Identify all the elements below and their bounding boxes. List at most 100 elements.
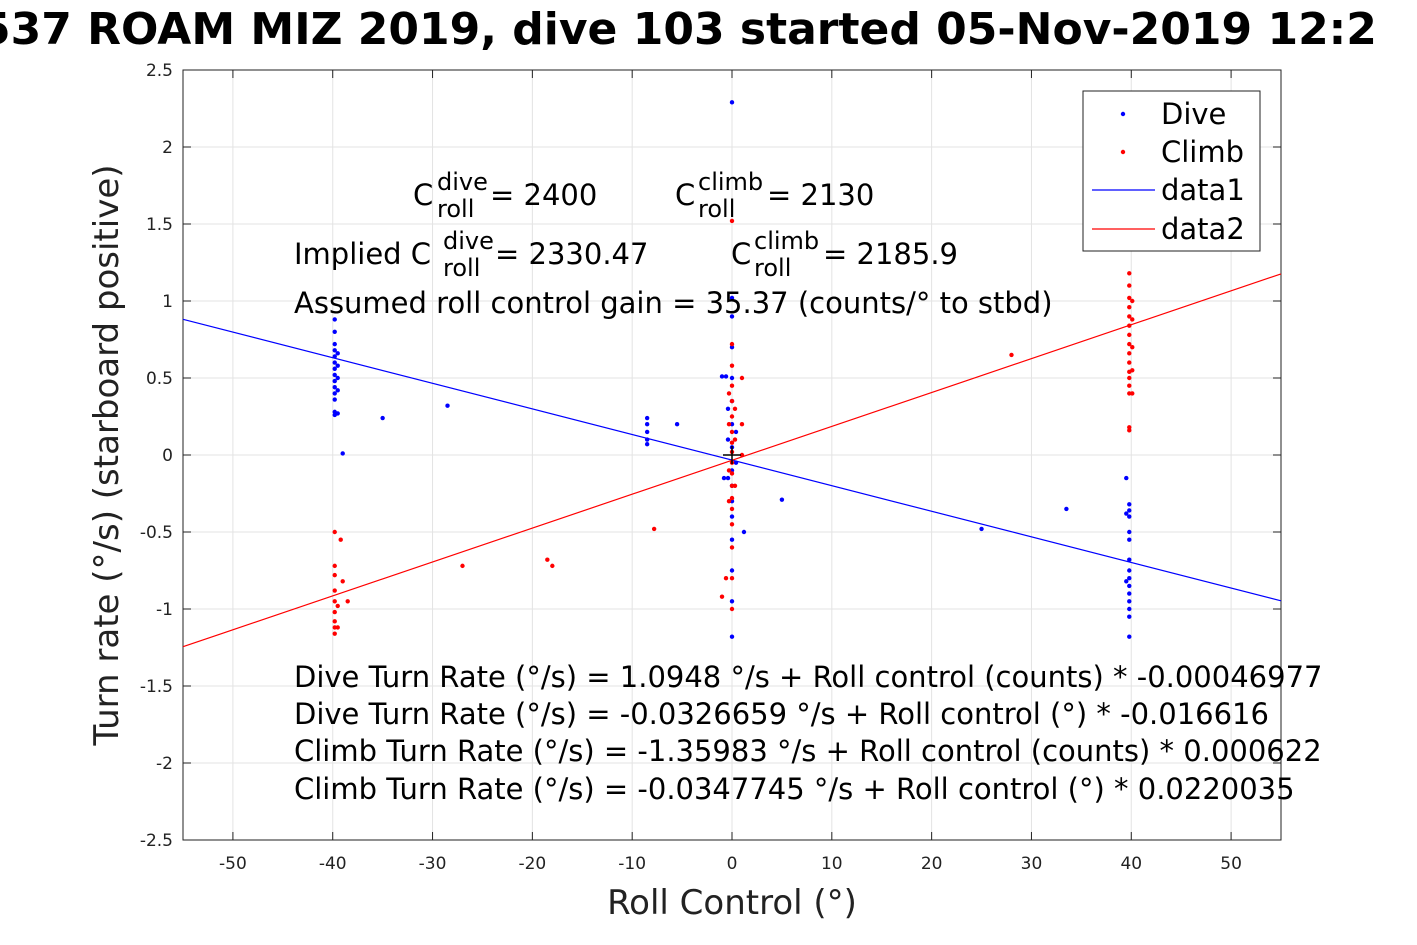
c-dive-value: = 2400 [490,178,597,212]
data-point-climb [332,563,337,569]
data-point-climb [1130,317,1135,322]
chart-title: 537 ROAM MIZ 2019, dive 103 started 05-N… [0,4,1417,60]
data-point-climb [1127,283,1132,288]
legend-label: data2 [1161,212,1245,246]
y-tick-label: 2.5 [146,61,173,81]
data-point-dive [979,526,984,532]
data-point-dive [729,295,735,301]
data-point-climb [1009,352,1014,358]
x-tick-label: -30 [419,854,447,874]
implied-climb-sub: roll [754,254,791,282]
data-point-climb [729,471,735,476]
data-point-dive [1124,475,1129,481]
x-tick-label: 50 [1220,854,1242,874]
axis-ticks: -50 -40 -30 -20 -10 0 10 20 30 40 50-2.5-2-1.5-1-0… [140,61,1281,874]
implied-prefix: Implied C [294,237,431,271]
data-point-dive [644,429,650,435]
data-point-dive [725,406,731,411]
legend-box [1082,90,1261,252]
data-point-dive [733,429,739,435]
implied-climb-value: = 2185.9 [823,237,958,271]
legend-marker-climb [1120,149,1126,155]
data-point-climb [345,599,350,604]
data-point-climb [332,609,337,615]
annotation-implied-climb: C climb roll = 2185.9 [731,227,958,282]
y-tick-label: -1.5 [140,677,173,697]
data-point-dive [335,411,340,416]
data-point-climb [1130,391,1135,396]
data-point-climb [729,218,735,224]
data-point-dive [1127,591,1132,596]
data-point-climb [729,440,735,445]
data-point-dive [1064,506,1069,512]
data-point-dive [380,415,385,421]
x-tick-label: -50 [219,854,247,874]
data-point-climb [729,576,735,581]
x-tick-label: 20 [921,854,943,874]
legend-label: Climb [1161,135,1244,169]
annotation-implied-dive: Implied C dive roll = 2330.47 [294,227,648,282]
c-climb-sup: climb [698,168,763,196]
y-tick-label: -2 [156,754,173,774]
equation-4: Climb Turn Rate (°/s) = -0.0347745 °/s +… [294,772,1295,806]
data-point-dive [332,385,337,390]
c-dive-base: C [413,178,433,212]
data-point-climb [1127,341,1132,347]
data-point-dive [1127,614,1132,619]
data-point-climb [340,579,345,584]
data-point-dive [332,372,337,378]
implied-climb-sup: climb [754,227,819,255]
y-tick-label: 2 [162,138,173,158]
data-point-climb [729,506,735,512]
implied-dive-value: = 2330.47 [495,237,648,271]
legend: Dive Climb data1 data2 [1082,90,1261,252]
data-point-climb [550,563,555,569]
data-point-climb [335,603,340,609]
data-point-climb [729,414,735,419]
data-point-climb [726,499,732,504]
implied-climb-base: C [731,237,751,271]
x-tick-label: 30 [1021,854,1043,874]
data-point-climb [723,576,729,581]
data-point-dive [719,374,725,379]
data-point-dive [335,363,340,368]
data-point-climb [1127,304,1132,310]
data-point-dive [445,403,450,408]
data-point-climb [332,599,337,604]
data-point-climb [1130,345,1135,350]
c-climb-value: = 2130 [767,178,874,212]
data-point-climb [719,594,725,599]
data-point-dive [644,422,650,427]
x-tick-label: 10 [821,854,843,874]
data-point-climb [332,619,337,624]
data-point-climb [739,422,745,427]
data-point-climb [729,398,735,404]
data-point-dive [335,375,340,381]
data-point-climb [729,341,735,347]
data-point-climb [332,631,337,636]
data-point-dive [1127,606,1132,612]
data-point-dive [725,437,731,442]
data-point-climb [1127,360,1132,365]
data-point-dive [1127,537,1132,542]
data-point-climb [332,588,337,593]
data-point-dive [723,374,729,379]
data-point-climb [729,383,735,388]
data-point-climb [729,429,735,435]
x-tick-label: 0 [727,854,738,874]
data-point-climb [729,522,735,527]
data-point-climb [1127,428,1132,433]
data-point-dive [729,599,735,604]
data-point-climb [1127,332,1132,338]
implied-dive-sup: dive [443,227,494,255]
data-point-dive [729,514,735,519]
data-point-dive [1124,511,1129,516]
c-climb-base: C [675,178,695,212]
data-point-dive [332,341,337,347]
data-point-dive [729,345,735,350]
data-point-dive [1127,508,1132,513]
series-layer [182,100,1282,648]
y-tick-label: 1.5 [146,215,173,235]
c-dive-sub: roll [437,195,474,223]
